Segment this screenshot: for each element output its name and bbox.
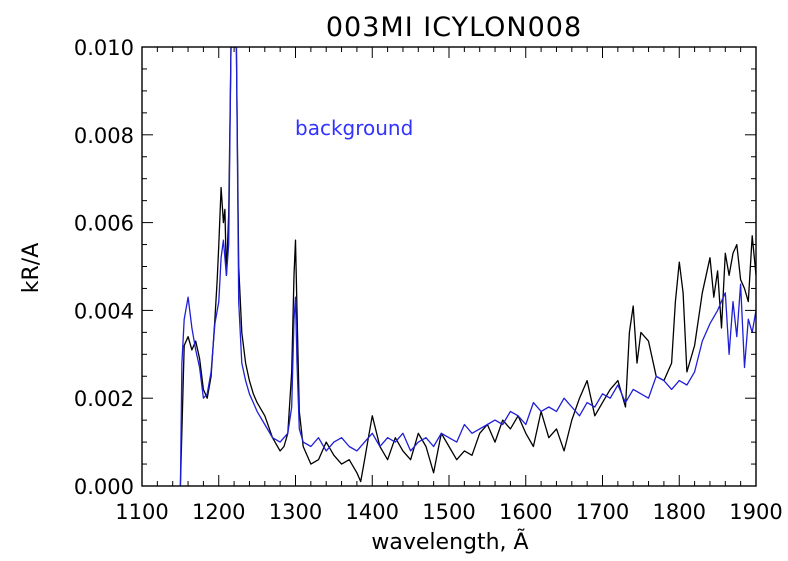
x-tick-label: 1600 <box>499 500 552 524</box>
x-tick-label: 1800 <box>653 500 706 524</box>
y-axis-label: kR/A <box>19 243 44 294</box>
y-tick-label: 0.002 <box>74 387 134 411</box>
x-tick-label: 1100 <box>115 500 168 524</box>
x-tick-label: 1200 <box>192 500 245 524</box>
x-tick-label: 1300 <box>269 500 322 524</box>
plot-frame <box>141 46 757 487</box>
chart-title: 003MI ICYLON008 <box>326 12 582 43</box>
series-line-1 <box>179 47 756 486</box>
y-tick-label: 0.004 <box>74 299 134 323</box>
axes: 1100 1200 1300 1400 1500 1600 1700 1800 1900 0.00… <box>74 36 783 524</box>
y-tick-label: 0.010 <box>74 36 134 60</box>
series-line-2 <box>179 47 756 486</box>
x-tick-label: 1500 <box>422 500 475 524</box>
x-axis-label: wavelength, Ã <box>371 528 528 555</box>
y-tick-label: 0.006 <box>74 212 134 236</box>
x-tick-label: 1900 <box>729 500 782 524</box>
background-annotation: background <box>295 116 413 140</box>
x-tick-label: 1400 <box>346 500 399 524</box>
plot-area <box>179 47 756 486</box>
y-tick-label: 0.000 <box>74 475 134 499</box>
x-tick-label: 1700 <box>576 500 629 524</box>
y-tick-label: 0.008 <box>74 124 134 148</box>
